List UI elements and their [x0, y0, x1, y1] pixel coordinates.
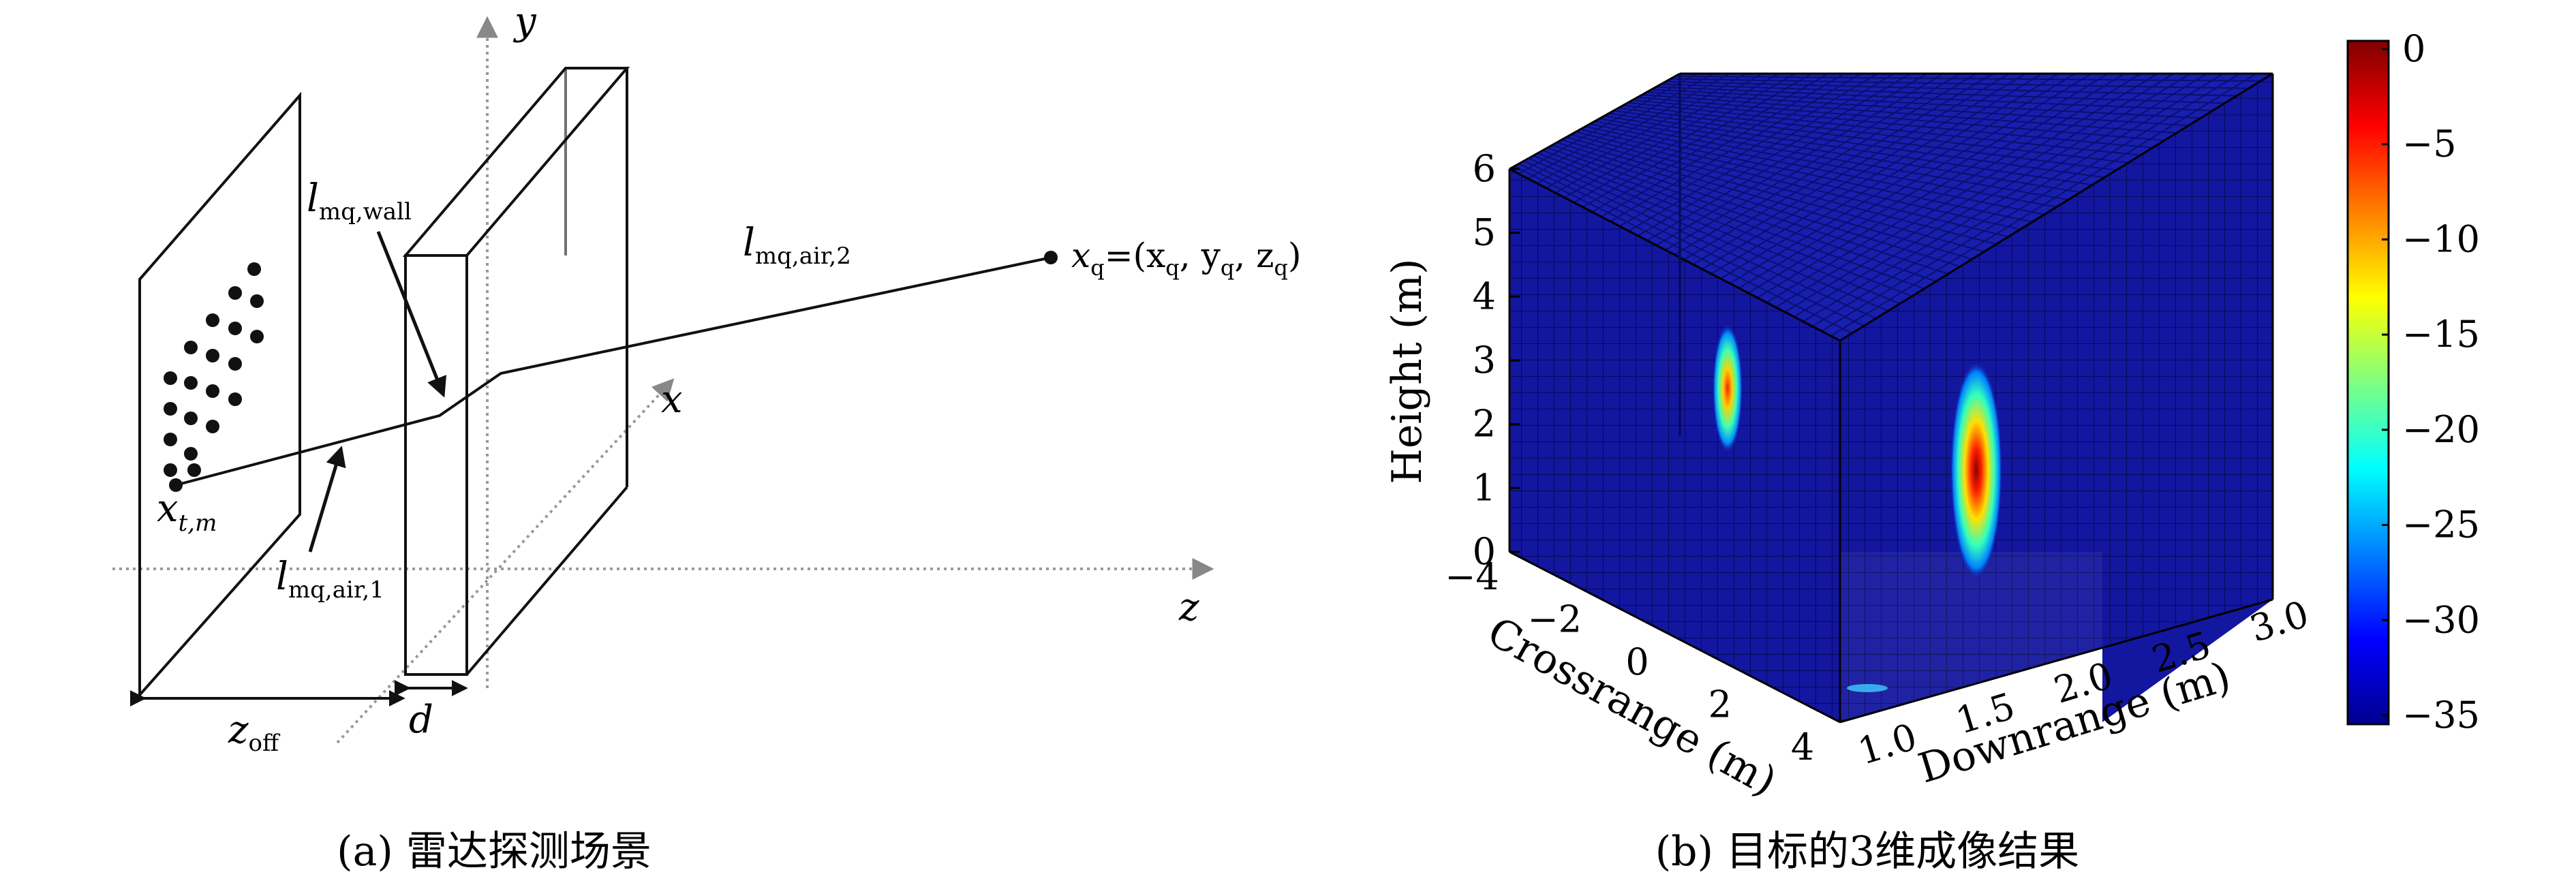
- xtm-label: xt,m: [157, 486, 217, 537]
- target-blob-3: [1847, 684, 1888, 692]
- transmitter-point: [169, 478, 183, 492]
- d-label: d: [409, 698, 433, 742]
- x-axis-label: x: [661, 377, 683, 422]
- height-tick-label: 0: [1473, 530, 1496, 573]
- top-grid: [1514, 73, 2261, 337]
- height-label: Height (m): [1383, 259, 1431, 484]
- antenna-plane: [138, 91, 301, 699]
- colorbar-tick-label: −5: [2402, 123, 2457, 166]
- crossrange-tick-label: 0: [1625, 640, 1649, 683]
- panel-a-diagram: y x z xt,m lmq,wall lmq,air,1 lmq,air,2 …: [112, 0, 1301, 875]
- colorbar-tick-label: −20: [2402, 408, 2480, 451]
- height-tick-label: 5: [1473, 211, 1496, 254]
- wall-box: [402, 67, 630, 676]
- antenna-elements: [164, 262, 264, 477]
- colorbar-tick-label: −10: [2402, 217, 2480, 260]
- z-axis-label: z: [1178, 585, 1199, 630]
- x-axis: [336, 378, 675, 744]
- colorbar-tick-label: −30: [2402, 598, 2480, 641]
- colorbar-tick-label: −25: [2402, 503, 2480, 546]
- arrow-lwall: [376, 231, 447, 398]
- height-tick-label: 4: [1473, 275, 1496, 317]
- crossrange-tick-label: 4: [1791, 726, 1814, 768]
- height-tick-label: 6: [1473, 147, 1496, 190]
- caption-a: (a) 雷达探测场景: [337, 828, 651, 875]
- lwall-label: lmq,wall: [307, 176, 412, 226]
- crossrange-ticks: −4 −2 0 2 4: [1445, 555, 1814, 768]
- colorbar-tick-label: 0: [2402, 27, 2425, 70]
- target-point: [1044, 251, 1058, 264]
- height-tick-label: 2: [1473, 403, 1496, 446]
- front-face: [1509, 169, 1840, 722]
- height-tick-label: 1: [1473, 466, 1496, 509]
- colorbar-ticks: 0 −5 −10 −15 −20 −25 −30 −35: [2382, 27, 2480, 736]
- crossrange-tick-label: −2: [1527, 598, 1582, 641]
- signal-path: [175, 256, 1052, 486]
- downrange-tick-label: 1.0: [1853, 715, 1922, 773]
- target-blob-2: [1950, 361, 2002, 579]
- y-axis-label: y: [512, 0, 537, 44]
- height-ticks: 0 1 2 3 4 5 6: [1473, 147, 1520, 573]
- front-right-face: [1840, 74, 2273, 722]
- crossrange-tick-label: 2: [1708, 683, 1732, 726]
- colorbar: [2346, 40, 2390, 726]
- xq-label: xq=(xq, yq, zq): [1071, 236, 1301, 281]
- target-blob-1: [1713, 324, 1743, 453]
- height-tick-label: 3: [1473, 339, 1496, 382]
- colorbar-tick-label: −15: [2402, 313, 2480, 356]
- arrow-lair1: [308, 446, 346, 553]
- lair1-label: lmq,air,1: [276, 555, 384, 604]
- colorbar-tick-label: −35: [2402, 694, 2480, 736]
- lair2-label: lmq,air,2: [743, 221, 851, 270]
- crossrange-tick-label: −4: [1445, 555, 1499, 598]
- caption-b: (b) 目标的3维成像结果: [1655, 828, 2079, 875]
- zoff-label: zoff: [228, 708, 281, 757]
